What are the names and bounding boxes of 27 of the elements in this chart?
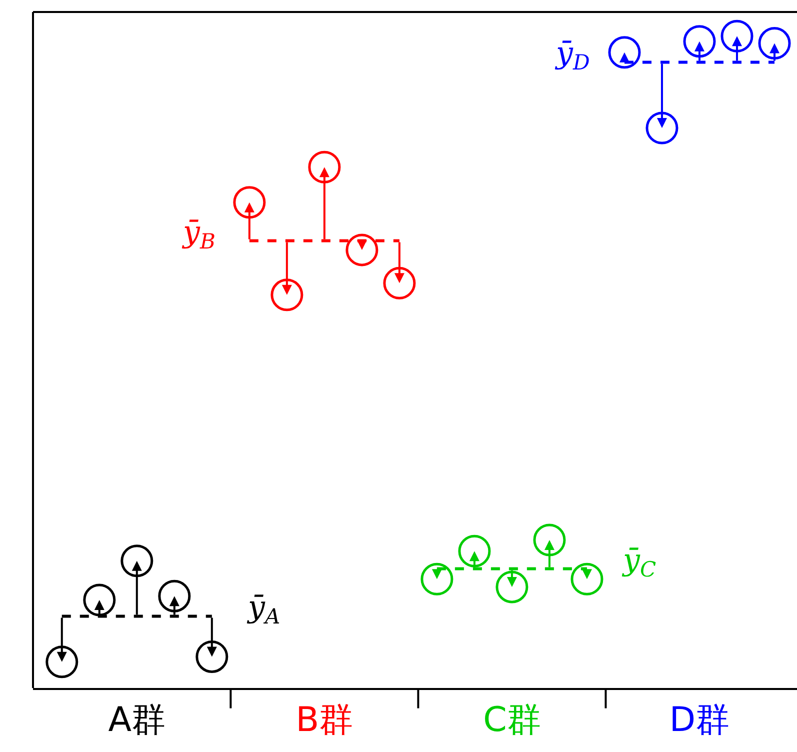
annotation: ȳ$_{C}$	[621, 543, 656, 582]
point	[46, 646, 78, 678]
x-tick-label: A群	[108, 700, 166, 740]
point	[420, 562, 454, 596]
point	[496, 570, 528, 604]
point	[83, 584, 116, 616]
point	[270, 278, 304, 312]
point	[646, 112, 678, 144]
point	[196, 640, 228, 673]
annotation: ȳ$_{B}$	[181, 215, 216, 254]
annotation: ȳ$_{A}$	[246, 590, 280, 628]
point	[458, 534, 491, 568]
x-tick-label: D群	[669, 700, 730, 740]
point	[720, 20, 754, 52]
point	[608, 36, 641, 69]
point	[346, 234, 378, 266]
point	[158, 580, 191, 612]
point	[120, 544, 154, 578]
point	[308, 150, 341, 184]
point	[233, 186, 266, 219]
point	[383, 266, 416, 300]
point	[570, 562, 604, 596]
x-tick-label: C群	[483, 700, 541, 740]
annotation: ȳ$_{D}$	[554, 36, 590, 74]
point	[533, 524, 566, 556]
point	[683, 25, 716, 58]
x-tick-label: B群	[296, 700, 354, 740]
